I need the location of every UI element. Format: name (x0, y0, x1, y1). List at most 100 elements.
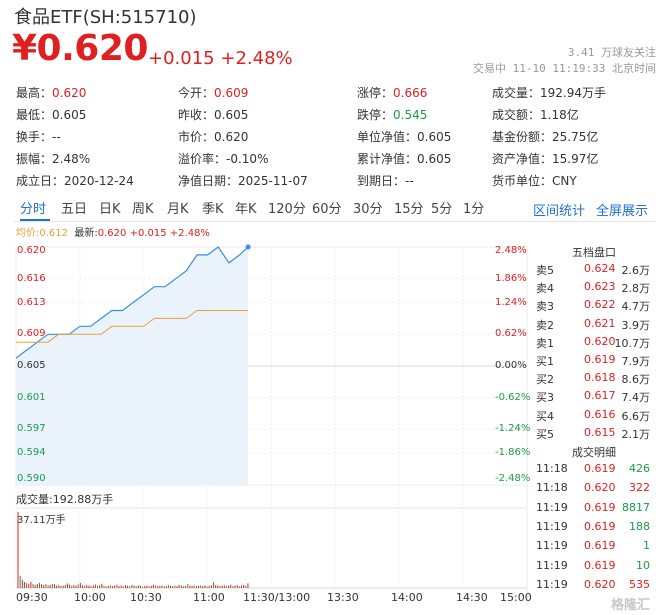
tab-5[interactable]: 季K (202, 202, 224, 217)
tab-4[interactable]: 月K (167, 202, 189, 217)
period-tabs: 分时 五日 日K 周K 月K 季K 年K 120分 60分 30分 15分 5分 1分 (14, 198, 656, 220)
quote-label: 资产净值： (492, 152, 553, 166)
tab-0[interactable]: 分时 (20, 202, 47, 217)
order-book-row[interactable]: 卖5 0.624 2.6万 (536, 262, 654, 280)
order-book-row[interactable]: 买4 0.616 6.6万 (536, 408, 654, 426)
quote-value: 0.545 (393, 108, 428, 122)
quote-field: 最低：0.605 (16, 106, 86, 123)
order-label: 买2 (536, 373, 554, 387)
avg-price-line (16, 310, 249, 343)
order-label: 卖5 (536, 264, 554, 277)
x-tick: 13:30 (327, 591, 359, 604)
order-price: 0.621 (584, 316, 616, 330)
order-volume: 7.4万 (621, 391, 651, 405)
tab-7[interactable]: 120分 (268, 202, 306, 217)
order-volume: 2.8万 (621, 282, 651, 296)
quote-field: 跌停：0.545 (357, 106, 427, 123)
quote-label: 振幅： (16, 152, 53, 166)
y-price-tick: 0.590 (17, 473, 46, 484)
order-book-row[interactable]: 买1 0.619 7.9万 (536, 353, 654, 371)
tab-11[interactable]: 5分 (431, 202, 453, 217)
trade-volume: 426 (629, 462, 650, 475)
y-price-tick: 0.616 (17, 272, 46, 284)
trade-price: 0.619 (584, 558, 616, 572)
order-volume: 6.6万 (621, 409, 651, 423)
change-percent: +2.48% (220, 48, 293, 69)
quote-label: 到期日： (357, 174, 406, 188)
quote-field: 单位净值：0.605 (357, 128, 451, 145)
tab-10[interactable]: 15分 (394, 202, 424, 217)
trade-volume: 535 (629, 577, 650, 591)
intraday-chart[interactable] (0, 236, 656, 615)
last-value: 0.620 (97, 228, 127, 239)
quote-label: 基金份额： (492, 130, 553, 144)
tab-9[interactable]: 30分 (353, 202, 383, 217)
tab-1[interactable]: 五日 (61, 202, 88, 217)
trade-time: 11:19 (536, 558, 568, 572)
quote-value: 0.605 (214, 108, 249, 122)
quote-label: 涨停： (357, 86, 394, 100)
order-label: 卖4 (536, 282, 554, 296)
tab-3[interactable]: 周K (132, 202, 154, 217)
quote-value: 0.620 (214, 130, 249, 144)
chart-legend: 均价:0.612 最新:0.620 +0.015 +2.48% (16, 224, 210, 239)
order-price: 0.616 (584, 407, 616, 421)
quote-label: 最高： (16, 86, 53, 100)
volume-label-value: 192.88万手 (52, 493, 114, 506)
trade-time: 11:18 (536, 462, 568, 475)
tab-12[interactable]: 1分 (463, 202, 485, 217)
quote-value: -- (52, 130, 61, 144)
trade-price: 0.620 (584, 481, 616, 495)
y-pct-tick: 1.24% (495, 296, 527, 308)
quote-field: 最高：0.620 (16, 84, 86, 101)
trade-time: 11:19 (536, 500, 568, 514)
page-title: 食品ETF(SH:515710) (14, 7, 197, 28)
order-price: 0.618 (584, 371, 616, 385)
order-book-row[interactable]: 卖3 0.622 4.7万 (536, 298, 654, 316)
y-price-tick: 0.601 (17, 391, 46, 403)
x-tick: 09:30 (16, 591, 48, 604)
y-pct-tick: -1.86% (495, 447, 531, 459)
order-price: 0.615 (584, 425, 616, 439)
order-price: 0.623 (584, 280, 616, 294)
order-book-row[interactable]: 卖4 0.623 2.8万 (536, 280, 654, 298)
order-book-row[interactable]: 卖2 0.621 3.9万 (536, 317, 654, 335)
follower-count[interactable]: 3.41 万球友关注 (567, 46, 656, 59)
trade-status: 交易中 11-10 11:19:33 北京时间 (473, 62, 656, 75)
quote-field: 货币单位：CNY (492, 172, 577, 189)
quote-field: 资产净值：15.97亿 (492, 150, 598, 167)
quote-field: 振幅：2.48% (16, 150, 90, 167)
order-book-row[interactable]: 买5 0.615 2.1万 (536, 426, 654, 444)
quote-field: 换手：-- (16, 128, 61, 145)
order-price: 0.622 (584, 298, 616, 312)
y-pct-tick: 0.00% (495, 360, 527, 371)
order-price: 0.617 (584, 389, 616, 403)
trade-volume: 188 (629, 519, 650, 533)
quote-value: 15.97亿 (552, 152, 599, 166)
tab-6[interactable]: 年K (235, 202, 257, 217)
order-book-row[interactable]: 买2 0.618 8.6万 (536, 371, 654, 389)
tab-2[interactable]: 日K (99, 202, 121, 217)
order-volume: 8.6万 (621, 373, 651, 387)
quote-label: 昨收： (178, 108, 215, 122)
quote-value: 0.609 (214, 86, 249, 100)
quote-field: 市价：0.620 (178, 128, 248, 145)
quote-value: -- (405, 174, 414, 188)
range-stats-link[interactable]: 区间统计 (533, 204, 586, 219)
order-label: 买1 (536, 355, 554, 368)
quote-field: 昨收：0.605 (178, 106, 248, 123)
quote-field: 成立日：2020-12-24 (16, 172, 134, 189)
order-book-row[interactable]: 买3 0.617 7.4万 (536, 389, 654, 407)
tab-8[interactable]: 60分 (312, 202, 342, 217)
x-tick: 15:00 (500, 591, 532, 604)
order-label: 卖1 (536, 336, 554, 350)
price-change: +0.015 +2.48% (148, 48, 293, 69)
quote-field: 到期日：-- (357, 172, 414, 189)
quote-value: 0.620 (52, 86, 87, 100)
x-tick: 11:00 (193, 591, 225, 604)
order-label: 卖2 (536, 318, 554, 332)
quote-label: 单位净值： (357, 130, 418, 144)
order-book-row[interactable]: 卖1 0.620 10.7万 (536, 335, 654, 353)
fullscreen-link[interactable]: 全屏展示 (596, 204, 649, 219)
order-price: 0.624 (584, 262, 616, 275)
